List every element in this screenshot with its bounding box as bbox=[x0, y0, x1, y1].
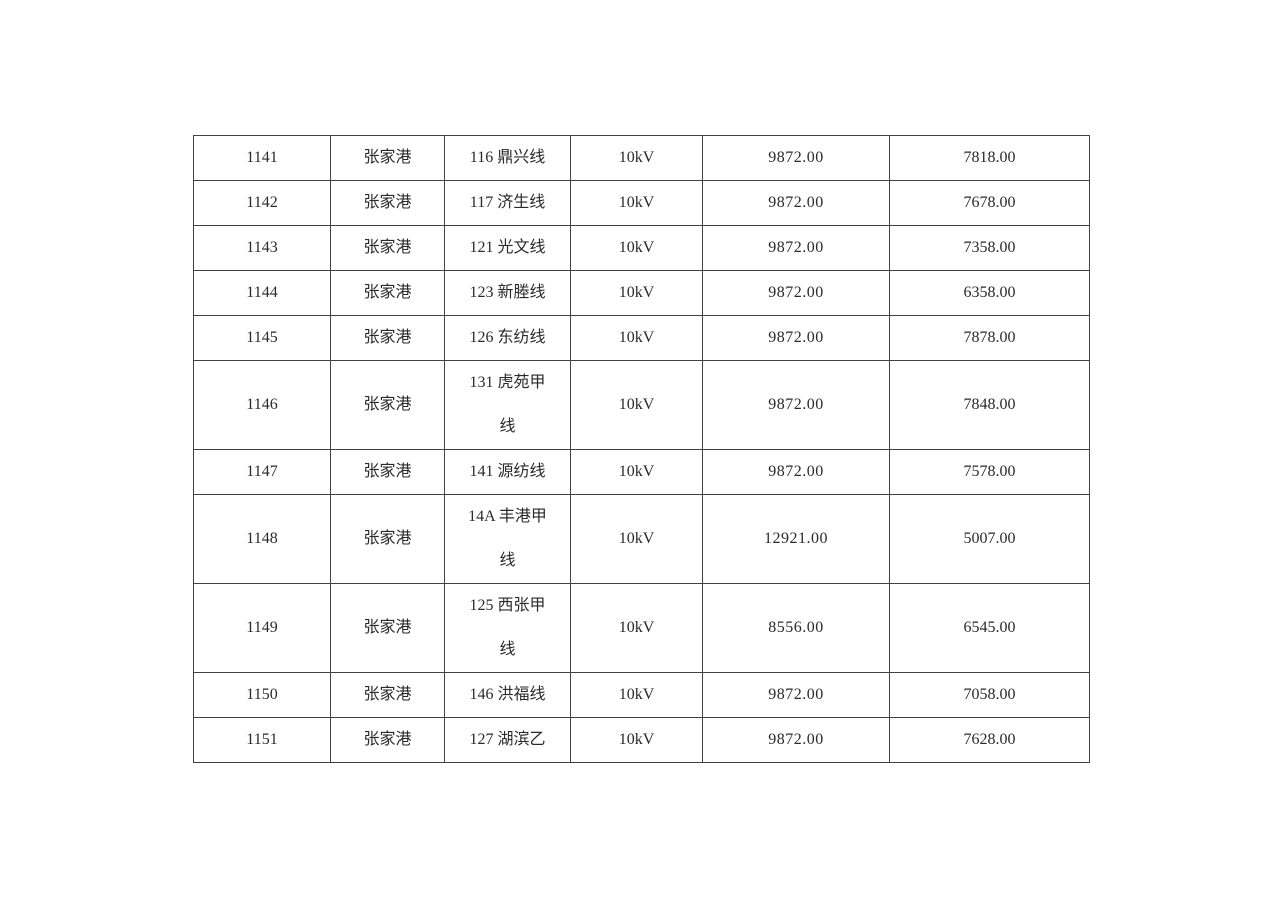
value1-cell: 9872.00 bbox=[702, 180, 890, 226]
voltage-cell: 10kV bbox=[570, 270, 703, 316]
row-id-cell: 1145 bbox=[193, 315, 331, 361]
value1-cell: 9872.00 bbox=[702, 672, 890, 718]
voltage-cell: 10kV bbox=[570, 360, 703, 450]
voltage-cell: 10kV bbox=[570, 583, 703, 673]
voltage-cell: 10kV bbox=[570, 494, 703, 584]
value1-cell: 8556.00 bbox=[702, 583, 890, 673]
value2-cell: 7058.00 bbox=[889, 672, 1090, 718]
voltage-cell: 10kV bbox=[570, 135, 703, 181]
voltage-cell: 10kV bbox=[570, 717, 703, 763]
row-id-cell: 1143 bbox=[193, 225, 331, 271]
table-row: 1149 张家港 125 西张甲 线 10kV 8556.00 6545.00 bbox=[193, 583, 1090, 673]
table-row: 1151 张家港 127 湖滨乙 10kV 9872.00 7628.00 bbox=[193, 717, 1090, 763]
value1-cell: 9872.00 bbox=[702, 270, 890, 316]
region-cell: 张家港 bbox=[330, 135, 445, 181]
line-name-cell: 141 源纺线 bbox=[444, 449, 571, 495]
value1-cell: 9872.00 bbox=[702, 449, 890, 495]
table-row: 1147 张家港 141 源纺线 10kV 9872.00 7578.00 bbox=[193, 449, 1090, 495]
line-name-cell: 126 东纺线 bbox=[444, 315, 571, 361]
row-id-cell: 1141 bbox=[193, 135, 331, 181]
line-name-cell: 127 湖滨乙 bbox=[444, 717, 571, 763]
value1-cell: 9872.00 bbox=[702, 315, 890, 361]
line-data-table: 1141 张家港 116 鼎兴线 10kV 9872.00 7818.00 11… bbox=[193, 135, 1090, 763]
table-row: 1142 张家港 117 济生线 10kV 9872.00 7678.00 bbox=[193, 180, 1090, 226]
voltage-cell: 10kV bbox=[570, 180, 703, 226]
line-name-cell: 116 鼎兴线 bbox=[444, 135, 571, 181]
table-row: 1145 张家港 126 东纺线 10kV 9872.00 7878.00 bbox=[193, 315, 1090, 361]
value2-cell: 7678.00 bbox=[889, 180, 1090, 226]
value2-cell: 6358.00 bbox=[889, 270, 1090, 316]
region-cell: 张家港 bbox=[330, 672, 445, 718]
region-cell: 张家港 bbox=[330, 270, 445, 316]
line-name-cell: 123 新塍线 bbox=[444, 270, 571, 316]
region-cell: 张家港 bbox=[330, 494, 445, 584]
value2-cell: 7848.00 bbox=[889, 360, 1090, 450]
row-id-cell: 1151 bbox=[193, 717, 331, 763]
value1-cell: 9872.00 bbox=[702, 225, 890, 271]
table-row: 1144 张家港 123 新塍线 10kV 9872.00 6358.00 bbox=[193, 270, 1090, 316]
row-id-cell: 1142 bbox=[193, 180, 331, 226]
line-name-cell: 14A 丰港甲 线 bbox=[444, 494, 571, 584]
row-id-cell: 1150 bbox=[193, 672, 331, 718]
line-name-cell: 125 西张甲 线 bbox=[444, 583, 571, 673]
row-id-cell: 1144 bbox=[193, 270, 331, 316]
value2-cell: 6545.00 bbox=[889, 583, 1090, 673]
table-row: 1150 张家港 146 洪福线 10kV 9872.00 7058.00 bbox=[193, 672, 1090, 718]
line-name-cell: 131 虎苑甲 线 bbox=[444, 360, 571, 450]
line-name-cell: 146 洪福线 bbox=[444, 672, 571, 718]
region-cell: 张家港 bbox=[330, 360, 445, 450]
voltage-cell: 10kV bbox=[570, 315, 703, 361]
voltage-cell: 10kV bbox=[570, 449, 703, 495]
region-cell: 张家港 bbox=[330, 315, 445, 361]
region-cell: 张家港 bbox=[330, 717, 445, 763]
value2-cell: 7628.00 bbox=[889, 717, 1090, 763]
table-row: 1143 张家港 121 光文线 10kV 9872.00 7358.00 bbox=[193, 225, 1090, 271]
value2-cell: 7818.00 bbox=[889, 135, 1090, 181]
voltage-cell: 10kV bbox=[570, 225, 703, 271]
value1-cell: 12921.00 bbox=[702, 494, 890, 584]
voltage-cell: 10kV bbox=[570, 672, 703, 718]
region-cell: 张家港 bbox=[330, 449, 445, 495]
region-cell: 张家港 bbox=[330, 225, 445, 271]
row-id-cell: 1146 bbox=[193, 360, 331, 450]
region-cell: 张家港 bbox=[330, 583, 445, 673]
value2-cell: 5007.00 bbox=[889, 494, 1090, 584]
row-id-cell: 1149 bbox=[193, 583, 331, 673]
value1-cell: 9872.00 bbox=[702, 717, 890, 763]
region-cell: 张家港 bbox=[330, 180, 445, 226]
value1-cell: 9872.00 bbox=[702, 135, 890, 181]
row-id-cell: 1147 bbox=[193, 449, 331, 495]
value2-cell: 7578.00 bbox=[889, 449, 1090, 495]
value2-cell: 7358.00 bbox=[889, 225, 1090, 271]
line-name-cell: 117 济生线 bbox=[444, 180, 571, 226]
value2-cell: 7878.00 bbox=[889, 315, 1090, 361]
value1-cell: 9872.00 bbox=[702, 360, 890, 450]
table-row: 1141 张家港 116 鼎兴线 10kV 9872.00 7818.00 bbox=[193, 135, 1090, 181]
row-id-cell: 1148 bbox=[193, 494, 331, 584]
table-row: 1148 张家港 14A 丰港甲 线 10kV 12921.00 5007.00 bbox=[193, 494, 1090, 584]
table-row: 1146 张家港 131 虎苑甲 线 10kV 9872.00 7848.00 bbox=[193, 360, 1090, 450]
line-name-cell: 121 光文线 bbox=[444, 225, 571, 271]
